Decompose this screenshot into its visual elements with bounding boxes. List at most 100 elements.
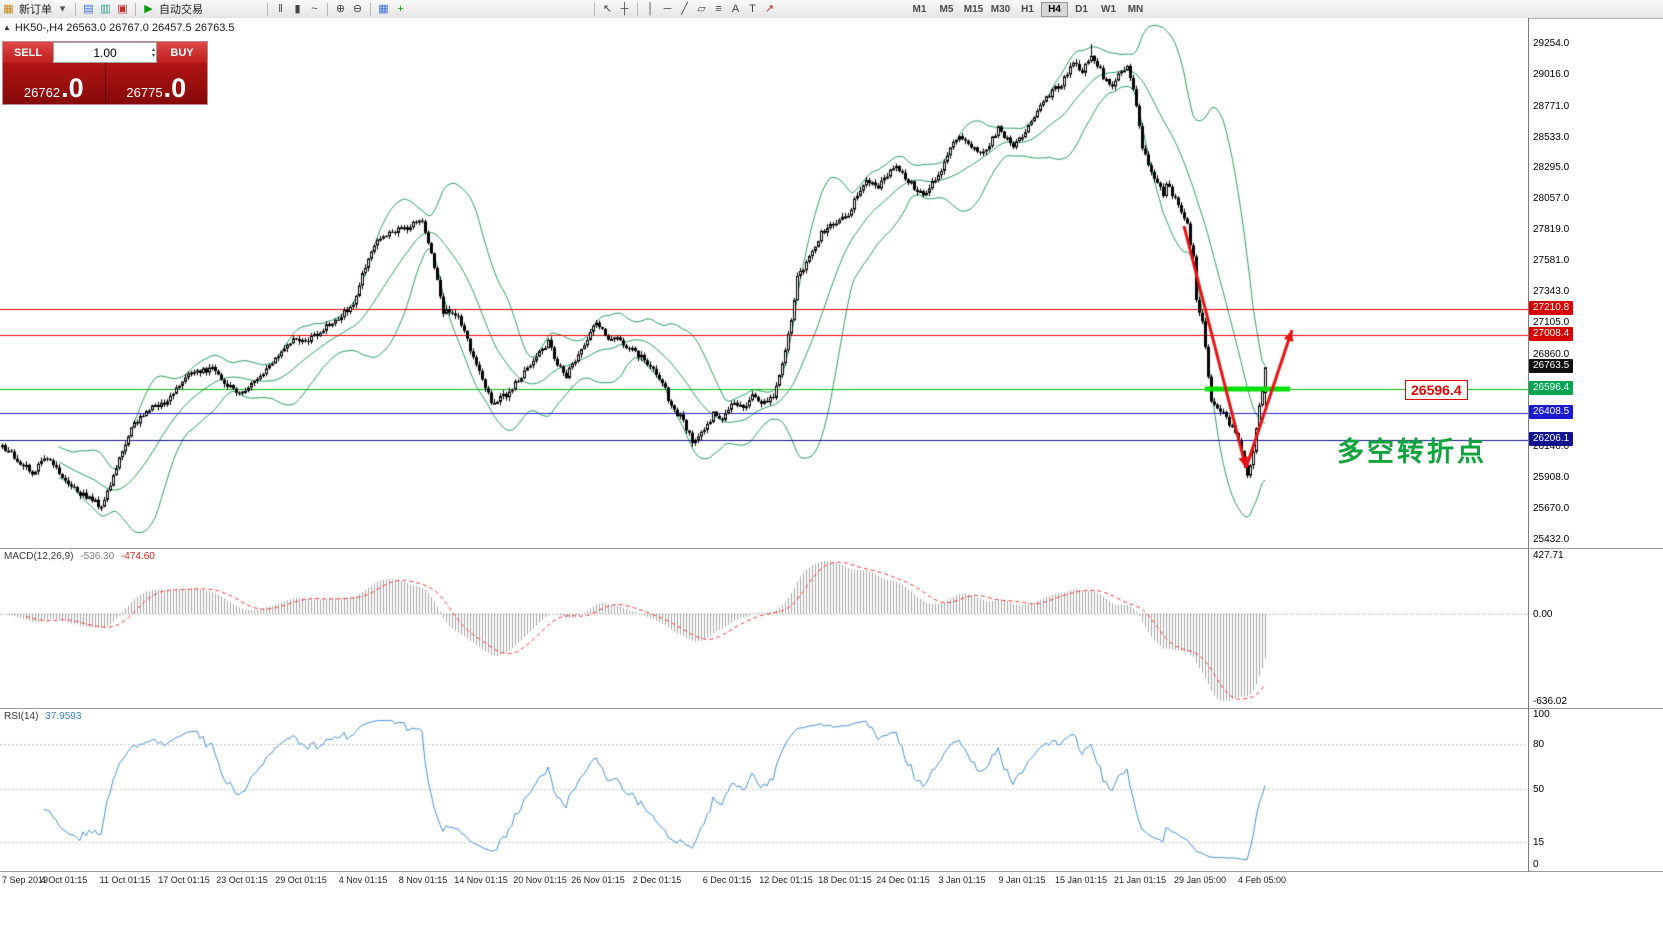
- indicators-icon[interactable]: +: [397, 3, 404, 15]
- text-label-icon[interactable]: T: [749, 3, 756, 15]
- new-order-icon[interactable]: ▦: [3, 3, 14, 15]
- ask-price-button[interactable]: 26775 .0: [106, 63, 208, 104]
- panel-divider[interactable]: [0, 548, 1663, 549]
- time-label: 24 Dec 01:15: [876, 875, 930, 885]
- timeframe-h4-button[interactable]: H4: [1041, 1, 1068, 17]
- ohlc-text: HK50-,H4 26563.0 26767.0 26457.5 26763.5: [14, 22, 235, 34]
- timeframe-w1-button[interactable]: W1: [1101, 3, 1116, 15]
- price-tag: 26206.1: [1529, 431, 1574, 446]
- channel-icon[interactable]: ▱: [697, 3, 706, 15]
- crosshair-icon[interactable]: ┼: [620, 3, 629, 15]
- price-tick: 26860.0: [1533, 348, 1570, 360]
- time-label: 17 Oct 01:15: [158, 875, 210, 885]
- toolbar-separator: [75, 2, 76, 16]
- time-label: 2 Dec 01:15: [632, 875, 682, 885]
- time-label: 7 Sep 2019: [2, 875, 49, 885]
- turning-point-annotation[interactable]: 多空转折点: [1337, 437, 1487, 467]
- timeframe-m5-button[interactable]: M5: [939, 3, 954, 15]
- time-label: 8 Nov 01:15: [398, 875, 448, 885]
- one-click-trading-panel: SELL 1.00 ▴ ▾ BUY 26762 .0 26775 .0: [2, 41, 208, 105]
- chart-bars-icon[interactable]: ‖: [278, 3, 283, 15]
- timeframe-m15-button[interactable]: M15: [963, 3, 984, 15]
- price-tag: 27008.4: [1529, 327, 1574, 342]
- macd-axis: 427.71 0.00 -636.02: [1529, 549, 1663, 708]
- price-tick: 27105.0: [1533, 316, 1570, 328]
- price-tick: 28533.0: [1533, 131, 1570, 143]
- main-chart-panel[interactable]: ▲ HK50-,H4 26563.0 26767.0 26457.5 26763.…: [0, 18, 1528, 548]
- vertical-line-icon[interactable]: │: [647, 3, 654, 15]
- timeframe-h1-button[interactable]: H1: [1021, 3, 1034, 15]
- timeframe-m1-button[interactable]: M1: [912, 3, 927, 15]
- main-toolbar: ▦ 新订单 ▾ ▤ ▥ ▣ ▶ 自动交易 ‖ ▮ ~ ⊕ ⊖ ▦ + ↖ ┼ │…: [0, 0, 1663, 19]
- support-price-callout[interactable]: 26596.4: [1405, 380, 1468, 400]
- cursor-icon[interactable]: ↖: [602, 3, 613, 15]
- price-tag: 26408.5: [1529, 405, 1574, 420]
- auto-trading-icon[interactable]: ▶: [144, 3, 153, 15]
- bid-price-button[interactable]: 26762 .0: [3, 63, 106, 104]
- terminal-icon[interactable]: ▣: [117, 3, 128, 15]
- time-label: 11 Oct 01:15: [99, 875, 151, 885]
- time-label: 4 Feb 05:00: [1237, 875, 1287, 885]
- price-tick: 28295.0: [1533, 162, 1570, 174]
- time-label: 6 Dec 01:15: [702, 875, 752, 885]
- macd-axis-value: -636.02: [1533, 696, 1567, 707]
- bid-price-main: 26762: [23, 85, 61, 100]
- auto-trading-label[interactable]: 自动交易: [159, 4, 203, 16]
- rsi-canvas[interactable]: [0, 709, 1528, 871]
- market-watch-icon[interactable]: ▤: [83, 3, 94, 15]
- macd-panel[interactable]: MACD(12,26,9) -536.30 -474.60: [0, 549, 1528, 708]
- time-axis[interactable]: 7 Sep 2019 4 Oct 01:15 11 Oct 01:15 17 Oct …: [0, 872, 1528, 889]
- rsi-axis-value: 100: [1533, 709, 1550, 720]
- toolbar-separator: [637, 2, 638, 16]
- timeframe-d1-button[interactable]: D1: [1075, 3, 1088, 15]
- timeframe-mn-button[interactable]: MN: [1127, 3, 1144, 15]
- zoom-in-icon[interactable]: ⊕: [335, 3, 346, 15]
- price-tick: 27581.0: [1533, 255, 1570, 267]
- sell-button[interactable]: SELL: [3, 42, 53, 63]
- zoom-out-icon[interactable]: ⊖: [352, 3, 363, 15]
- time-label: 4 Nov 01:15: [338, 875, 388, 885]
- price-chart-canvas[interactable]: [0, 18, 1528, 548]
- timeframe-m30-button[interactable]: M30: [990, 3, 1011, 15]
- toolbar-separator: [267, 2, 268, 16]
- horizontal-line-icon[interactable]: ─: [663, 3, 672, 15]
- time-label: 29 Oct 01:15: [275, 875, 327, 885]
- macd-signal-value: -474.60: [120, 551, 155, 562]
- text-icon[interactable]: A: [731, 3, 740, 15]
- macd-canvas[interactable]: [0, 549, 1528, 708]
- macd-axis-value: 0.00: [1533, 608, 1553, 620]
- price-tag: 27210.8: [1529, 301, 1574, 316]
- price-axis[interactable]: 29254.0 29016.0 28771.0 28533.0 28295.0 28057…: [1529, 18, 1663, 548]
- fibonacci-icon[interactable]: ≡: [715, 3, 722, 15]
- time-label: 18 Dec 01:15: [818, 875, 872, 885]
- chart-line-icon[interactable]: ~: [311, 3, 318, 15]
- time-label: 9 Jan 01:15: [998, 875, 1046, 885]
- toolbar-separator: [594, 2, 595, 16]
- volume-down-icon[interactable]: ▾: [151, 52, 155, 59]
- buy-button[interactable]: BUY: [157, 42, 207, 63]
- price-tick: 29016.0: [1533, 68, 1570, 80]
- time-label: 26 Nov 01:15: [571, 875, 625, 885]
- rsi-axis-value: 15: [1533, 836, 1545, 848]
- panel-divider[interactable]: [0, 708, 1663, 709]
- rsi-axis-value: 0: [1533, 859, 1539, 870]
- volume-input[interactable]: 1.00 ▴ ▾: [53, 42, 157, 63]
- rsi-name: RSI(14): [4, 711, 39, 722]
- one-click-collapse-icon[interactable]: ▲: [3, 23, 11, 32]
- rsi-axis-value: 50: [1533, 784, 1545, 795]
- new-order-label[interactable]: 新订单: [19, 4, 52, 16]
- timeframe-group: M1 M5 M15 M30 H1 H4 D1 W1 MN: [906, 1, 1149, 17]
- toolbar-separator: [370, 2, 371, 16]
- macd-label: MACD(12,26,9) -536.30 -474.60: [4, 551, 155, 562]
- chart-candles-icon[interactable]: ▮: [294, 3, 301, 15]
- volume-up-icon[interactable]: ▴: [151, 46, 155, 53]
- tile-windows-icon[interactable]: ▦: [378, 3, 389, 15]
- price-tick: 28057.0: [1533, 193, 1570, 205]
- navigator-icon[interactable]: ▥: [100, 3, 111, 15]
- macd-axis-value: 427.71: [1533, 550, 1564, 561]
- new-order-dropdown-icon[interactable]: ▾: [59, 3, 66, 15]
- rsi-panel[interactable]: RSI(14) 37.9593: [0, 709, 1528, 871]
- trendline-icon[interactable]: ╱: [681, 3, 688, 15]
- price-tick: 27343.0: [1533, 286, 1570, 297]
- arrows-icon[interactable]: ↗: [764, 3, 775, 15]
